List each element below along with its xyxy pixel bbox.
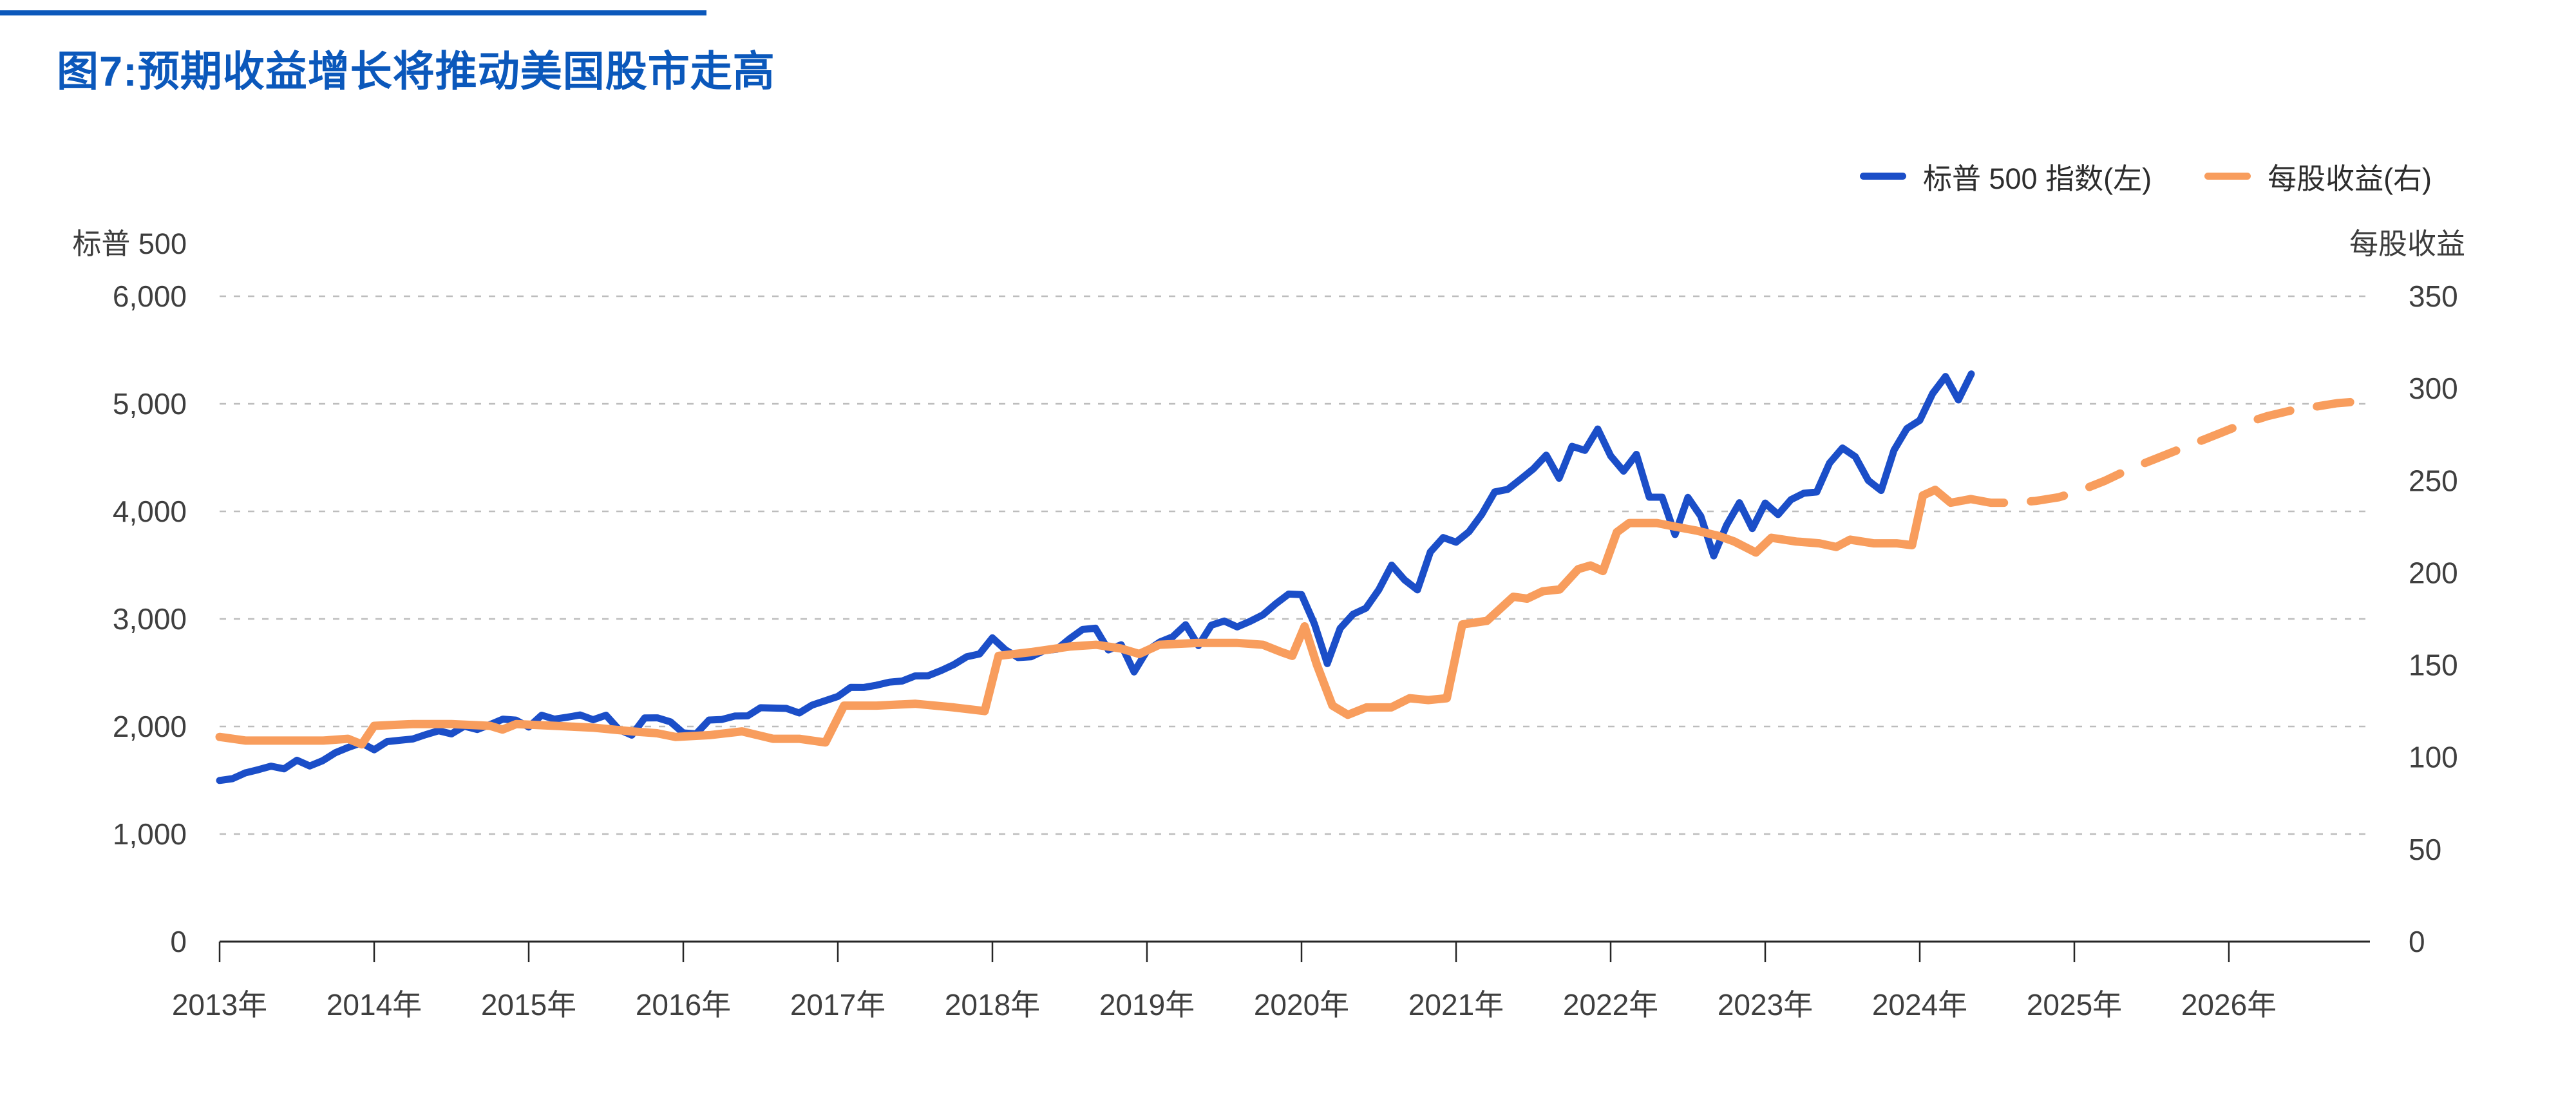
y-right-tick-label: 200 (2409, 556, 2458, 589)
x-tick-label: 2016年 (636, 988, 731, 1021)
x-tick-label: 2021年 (1408, 988, 1504, 1021)
x-tick-label: 2017年 (790, 988, 886, 1021)
legend-label: 每股收益(右) (2268, 162, 2432, 195)
y-left-tick-label: 1,000 (113, 817, 187, 851)
x-tick-label: 2024年 (1872, 988, 1967, 1021)
y-right-tick-label: 50 (2409, 833, 2441, 866)
legend-line-swatch (1860, 172, 1906, 180)
chart-legend: 标普 500 指数(左) 每股收益(右) (1860, 153, 2432, 198)
legend-line-swatch (2204, 172, 2251, 180)
x-tick-label: 2018年 (945, 988, 1040, 1021)
figure-title: 图7:预期收益增长将推动美国股市走高 (57, 48, 775, 95)
y-right-tick-label: 350 (2409, 280, 2458, 313)
x-tick-label: 2025年 (2027, 988, 2122, 1021)
y-left-tick-label: 3,000 (113, 602, 187, 636)
y-left-tick-label: 4,000 (113, 495, 187, 528)
y-left-tick-label: 0 (170, 925, 187, 958)
y-right-tick-label: 250 (2409, 464, 2458, 497)
legend-item-1: 每股收益(右) (2204, 155, 2432, 197)
y-right-tick-label: 150 (2409, 649, 2458, 682)
legend-item-0: 标普 500 指数(左) (1860, 155, 2152, 197)
y-right-tick-label: 100 (2409, 741, 2458, 774)
x-tick-label: 2026年 (2181, 988, 2277, 1021)
y-right-tick-label: 0 (2409, 925, 2425, 958)
right-axis-title: 每股收益 (2349, 227, 2466, 260)
left-axis-title: 标普 500 (72, 227, 187, 260)
top-accent-rule (0, 10, 706, 15)
x-tick-label: 2023年 (1718, 988, 1813, 1021)
y-left-tick-label: 5,000 (113, 387, 187, 421)
y-left-tick-label: 6,000 (113, 280, 187, 313)
x-tick-label: 2014年 (327, 988, 422, 1021)
x-tick-label: 2013年 (172, 988, 267, 1021)
series-2-forecast (1966, 397, 2365, 508)
x-tick-label: 2022年 (1563, 988, 1658, 1021)
legend-label: 标普 500 指数(左) (1923, 162, 2152, 195)
x-tick-label: 2020年 (1254, 988, 1349, 1021)
x-tick-label: 2019年 (1099, 988, 1195, 1021)
x-tick-label: 2015年 (481, 988, 576, 1021)
y-right-tick-label: 300 (2409, 372, 2458, 405)
y-left-tick-label: 2,000 (113, 710, 187, 743)
series-1 (215, 486, 1975, 749)
series-0 (216, 370, 1975, 784)
